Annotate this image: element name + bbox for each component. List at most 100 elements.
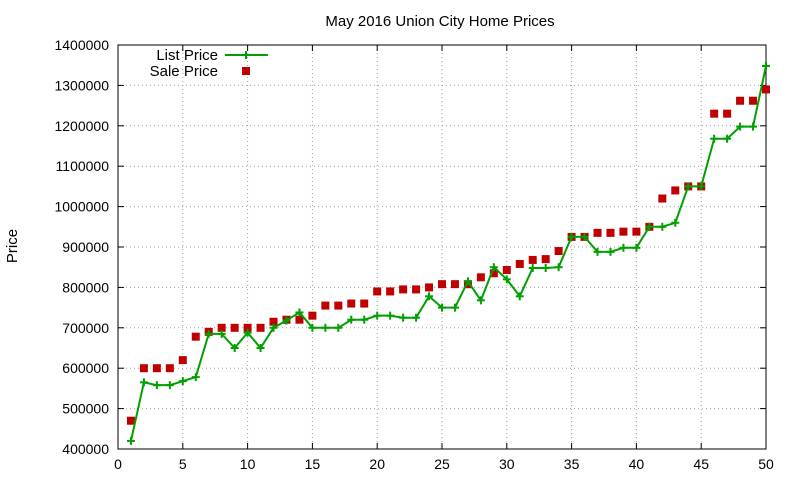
sale-price-point bbox=[373, 287, 382, 296]
sale-price-point bbox=[619, 227, 628, 236]
sale-price-point bbox=[710, 109, 719, 118]
sale-price-point bbox=[723, 109, 732, 118]
list-price-point bbox=[152, 381, 161, 390]
sale-price-point bbox=[334, 301, 343, 310]
x-tick-label: 40 bbox=[629, 456, 645, 472]
list-price-point bbox=[230, 344, 239, 352]
list-price-point bbox=[502, 275, 511, 284]
list-price-point bbox=[528, 264, 537, 273]
sale-price-point bbox=[450, 280, 459, 289]
sale-price-point bbox=[632, 227, 641, 236]
sale-price-point bbox=[152, 364, 161, 373]
list-price-point bbox=[567, 232, 576, 241]
sale-price-point bbox=[762, 85, 770, 94]
list-price-point bbox=[373, 311, 382, 320]
sale-price-point bbox=[749, 96, 758, 105]
list-price-point bbox=[217, 329, 226, 338]
list-price-point bbox=[736, 122, 745, 131]
list-price-point bbox=[360, 315, 369, 324]
series-layer bbox=[126, 62, 770, 445]
list-price-point bbox=[308, 323, 317, 332]
list-price-point bbox=[450, 303, 459, 312]
y-axis-label: Price bbox=[4, 229, 21, 263]
list-price-point bbox=[606, 247, 615, 256]
list-price-point bbox=[139, 378, 148, 387]
sale-price-point bbox=[593, 228, 602, 237]
list-price-point bbox=[554, 263, 563, 272]
list-price-point bbox=[191, 373, 200, 382]
y-tick-label: 1200000 bbox=[54, 118, 109, 134]
x-tick-label: 25 bbox=[434, 456, 450, 472]
sale-price-point bbox=[438, 280, 446, 289]
x-tick-label: 15 bbox=[305, 456, 321, 472]
sale-price-point bbox=[295, 315, 304, 324]
list-price-point bbox=[386, 311, 395, 320]
sale-price-point bbox=[230, 323, 239, 332]
x-tick-label: 45 bbox=[693, 456, 709, 472]
y-tick-label: 700000 bbox=[62, 320, 109, 336]
y-tick-label: 500000 bbox=[62, 401, 109, 417]
list-price-point bbox=[347, 315, 356, 324]
list-price-point bbox=[762, 62, 770, 71]
list-price-point bbox=[425, 292, 434, 301]
sale-price-point bbox=[425, 283, 434, 292]
x-tick-label: 30 bbox=[499, 456, 515, 472]
list-price-point bbox=[399, 313, 408, 322]
sale-price-point bbox=[528, 255, 537, 264]
sale-price-point bbox=[165, 364, 174, 373]
list-price-point bbox=[269, 323, 278, 332]
list-price-point bbox=[463, 277, 472, 286]
plot-frame bbox=[117, 44, 767, 450]
list-price-point bbox=[541, 264, 550, 273]
list-price-point bbox=[295, 308, 304, 317]
list-price-point bbox=[580, 232, 589, 241]
sale-price-point bbox=[269, 317, 278, 326]
legend-label-sale-price: Sale Price bbox=[150, 63, 218, 80]
sale-price-point bbox=[360, 299, 369, 308]
y-tick-label: 1400000 bbox=[54, 37, 109, 53]
list-price-point bbox=[438, 303, 446, 312]
sale-price-point bbox=[736, 96, 745, 105]
sale-price-point bbox=[178, 356, 187, 365]
list-price-point bbox=[749, 122, 758, 131]
sale-price-point bbox=[243, 323, 252, 332]
list-price-point bbox=[243, 328, 252, 337]
legend-label-list-price: List Price bbox=[156, 47, 218, 64]
y-tick-label: 1100000 bbox=[56, 158, 110, 174]
y-tick-label: 1300000 bbox=[54, 77, 109, 93]
list-price-point bbox=[126, 436, 135, 445]
list-price-point bbox=[204, 329, 213, 338]
legend-marker-sale-price bbox=[242, 67, 250, 75]
sale-price-point bbox=[502, 266, 511, 275]
sale-price-point bbox=[347, 299, 356, 308]
sale-price-point bbox=[658, 194, 667, 203]
sale-price-point bbox=[386, 287, 395, 296]
sale-price-point bbox=[489, 269, 498, 278]
list-price-point bbox=[671, 218, 680, 227]
sale-price-point bbox=[671, 186, 680, 195]
grid bbox=[118, 45, 766, 449]
y-tick-label: 800000 bbox=[62, 279, 109, 295]
sale-price-point bbox=[191, 332, 200, 341]
sale-price-point bbox=[256, 323, 265, 332]
y-tick-label: 600000 bbox=[62, 360, 109, 376]
list-price-point bbox=[476, 296, 485, 305]
list-price-point bbox=[412, 313, 421, 322]
x-tick-label: 5 bbox=[179, 456, 187, 472]
y-tick-label: 400000 bbox=[62, 441, 109, 457]
list-price-point bbox=[165, 381, 174, 390]
list-price-point bbox=[178, 377, 187, 386]
list-price-point bbox=[723, 134, 732, 143]
sale-price-point bbox=[554, 247, 563, 256]
list-price-point bbox=[658, 222, 667, 231]
sale-price-point bbox=[399, 285, 408, 294]
sale-price-point bbox=[541, 255, 550, 264]
sale-price-point bbox=[321, 301, 330, 310]
x-tick-label: 0 bbox=[114, 456, 122, 472]
list-price-point bbox=[684, 182, 693, 191]
x-tick-label: 20 bbox=[369, 456, 385, 472]
sale-price-point bbox=[515, 259, 524, 268]
list-price-point bbox=[256, 344, 265, 352]
